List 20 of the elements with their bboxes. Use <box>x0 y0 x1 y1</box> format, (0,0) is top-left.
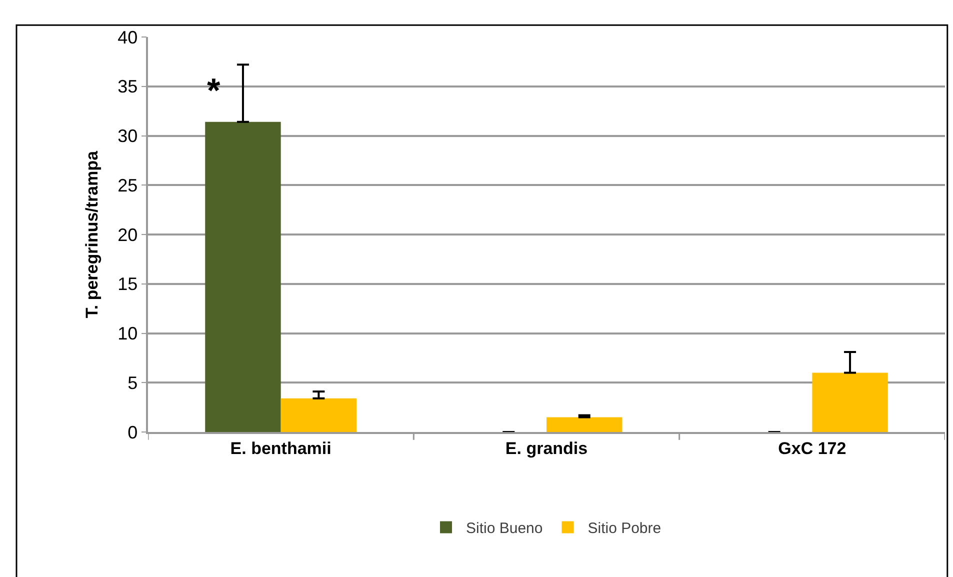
bar <box>280 398 357 432</box>
annotation: * <box>207 72 221 110</box>
x-tick-label: E. benthamii <box>230 439 332 458</box>
y-tick-label: 40 <box>118 27 138 48</box>
y-axis-title: T. peregrinus/trampa <box>82 150 102 318</box>
y-tick-label: 10 <box>118 324 138 344</box>
y-tick-label: 25 <box>118 175 138 196</box>
bar <box>205 122 281 432</box>
legend-label: Sitio Bueno <box>466 520 543 538</box>
bar <box>812 372 888 432</box>
legend-label: Sitio Pobre <box>588 520 662 538</box>
y-tick-label: 20 <box>118 224 138 245</box>
y-tick-label: 0 <box>128 422 138 442</box>
x-tick-label: GxC 172 <box>778 439 846 458</box>
y-tick-label: 5 <box>128 372 138 393</box>
y-tick-label: 30 <box>118 126 138 146</box>
y-tick-label: 35 <box>118 76 138 97</box>
x-tick-label: E. grandis <box>505 439 588 458</box>
y-tick-label: 15 <box>118 274 138 294</box>
bar <box>546 417 622 432</box>
